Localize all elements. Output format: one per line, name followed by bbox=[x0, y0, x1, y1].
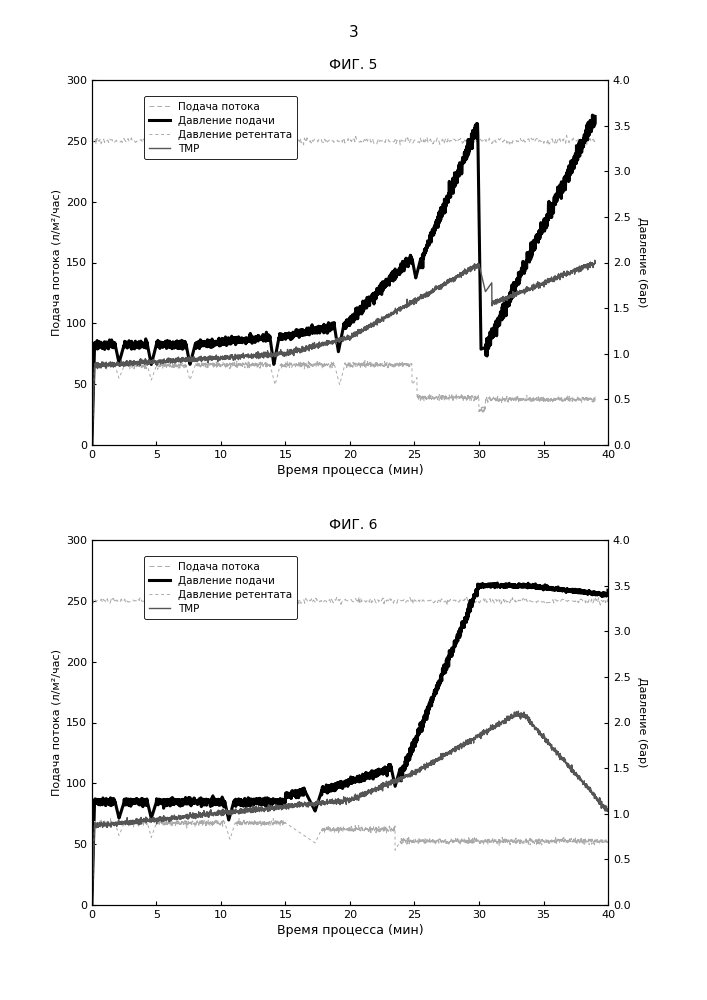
Y-axis label: Давление (бар): Давление (бар) bbox=[637, 217, 648, 308]
Давление подачи bbox=[145, 348, 153, 360]
Подача потока bbox=[392, 597, 401, 609]
ТМР bbox=[177, 812, 186, 824]
Давление ретентата bbox=[175, 359, 183, 371]
Давление ретентата bbox=[88, 439, 96, 451]
Давление подачи bbox=[588, 109, 597, 121]
Подача потока bbox=[591, 133, 600, 145]
Давление ретентата bbox=[173, 813, 182, 825]
X-axis label: Время процесса (мин): Время процесса (мин) bbox=[276, 464, 423, 477]
Давление ретентата bbox=[146, 830, 155, 842]
Давление подачи bbox=[281, 332, 289, 344]
ТМР bbox=[604, 805, 612, 817]
Давление ретентата bbox=[286, 820, 294, 832]
Подача потока bbox=[433, 597, 442, 609]
Давление ретентата bbox=[538, 834, 547, 846]
Line: Подача потока: Подача потока bbox=[92, 135, 595, 145]
Давление подачи bbox=[591, 110, 600, 122]
ТМР bbox=[308, 798, 317, 810]
Давление подачи bbox=[493, 577, 501, 589]
Давление подачи bbox=[303, 325, 311, 337]
Legend: Подача потока, Давление подачи, Давление ретентата, ТМР: Подача потока, Давление подачи, Давление… bbox=[144, 556, 297, 619]
Давление ретентата bbox=[594, 835, 602, 847]
Подача потока bbox=[355, 591, 363, 603]
Давление подачи bbox=[594, 588, 602, 600]
Давление подачи bbox=[88, 439, 96, 451]
Давление подачи bbox=[177, 797, 186, 809]
Legend: Подача потока, Давление подачи, Давление ретентата, ТМР: Подача потока, Давление подачи, Давление… bbox=[144, 96, 297, 159]
Подача потока bbox=[316, 134, 325, 146]
Y-axis label: Подача потока (л/м²/час): Подача потока (л/м²/час) bbox=[52, 189, 62, 336]
Text: ФИГ. 6: ФИГ. 6 bbox=[329, 518, 378, 532]
Подача потока bbox=[88, 593, 96, 605]
Подача потока bbox=[604, 593, 612, 605]
ТМР bbox=[88, 899, 96, 911]
Давление ретентата bbox=[177, 818, 186, 830]
ТМР bbox=[581, 261, 590, 273]
Давление ретентата bbox=[604, 835, 612, 847]
ТМР bbox=[514, 705, 522, 717]
Line: Давление подачи: Давление подачи bbox=[92, 115, 595, 445]
Line: ТМР: ТМР bbox=[92, 260, 595, 445]
Давление ретентата bbox=[527, 394, 535, 406]
Подача потока bbox=[478, 594, 486, 606]
Давление подачи bbox=[527, 241, 535, 253]
ТМР bbox=[286, 800, 294, 812]
Подача потока bbox=[88, 132, 96, 144]
Давление ретентата bbox=[581, 392, 590, 404]
Давление подачи bbox=[538, 580, 547, 592]
ТМР bbox=[175, 354, 183, 366]
Подача потока bbox=[385, 136, 394, 148]
Text: ФИГ. 5: ФИГ. 5 bbox=[329, 58, 378, 72]
Подача потока bbox=[217, 134, 226, 146]
ТМР bbox=[281, 346, 289, 358]
Text: 3: 3 bbox=[349, 25, 358, 40]
Y-axis label: Подача потока (л/м²/час): Подача потока (л/м²/час) bbox=[52, 649, 62, 796]
Давление подачи bbox=[175, 338, 183, 350]
ТМР bbox=[590, 254, 599, 266]
Давление подачи bbox=[146, 810, 155, 822]
Подача потока bbox=[177, 134, 185, 146]
Line: Давление ретентата: Давление ретентата bbox=[92, 819, 608, 905]
Давление подачи bbox=[88, 899, 96, 911]
Line: Подача потока: Подача потока bbox=[92, 597, 608, 606]
Давление ретентата bbox=[591, 393, 600, 405]
Давление ретентата bbox=[281, 359, 289, 371]
Давление ретентата bbox=[88, 899, 96, 911]
ТМР bbox=[303, 343, 311, 355]
Line: Давление ретентата: Давление ретентата bbox=[92, 360, 595, 445]
Давление подачи bbox=[308, 799, 317, 811]
Подача потока bbox=[443, 600, 451, 612]
ТМР bbox=[591, 256, 600, 268]
ТМР bbox=[145, 357, 153, 369]
Line: ТМР: ТМР bbox=[92, 711, 608, 905]
Давление подачи bbox=[604, 584, 612, 596]
Y-axis label: Давление (бар): Давление (бар) bbox=[637, 677, 648, 768]
Line: Давление подачи: Давление подачи bbox=[92, 583, 608, 905]
ТМР bbox=[538, 731, 547, 743]
Давление ретентата bbox=[145, 367, 153, 379]
Подача потока bbox=[467, 134, 476, 146]
Давление ретентата bbox=[201, 354, 209, 366]
ТМР bbox=[527, 282, 535, 294]
Подача потока bbox=[321, 595, 329, 607]
ТМР bbox=[88, 439, 96, 451]
Подача потока bbox=[179, 595, 187, 607]
Давление подачи bbox=[581, 131, 590, 143]
X-axis label: Время процесса (мин): Время процесса (мин) bbox=[276, 924, 423, 937]
Давление подачи bbox=[286, 788, 294, 800]
Подача потока bbox=[299, 139, 308, 151]
Давление ретентата bbox=[303, 359, 311, 371]
Подача потока bbox=[424, 135, 433, 147]
Подача потока bbox=[562, 129, 571, 141]
ТМР bbox=[146, 813, 155, 825]
ТМР bbox=[594, 796, 602, 808]
Подача потока bbox=[221, 595, 229, 607]
Давление ретентата bbox=[308, 835, 317, 847]
